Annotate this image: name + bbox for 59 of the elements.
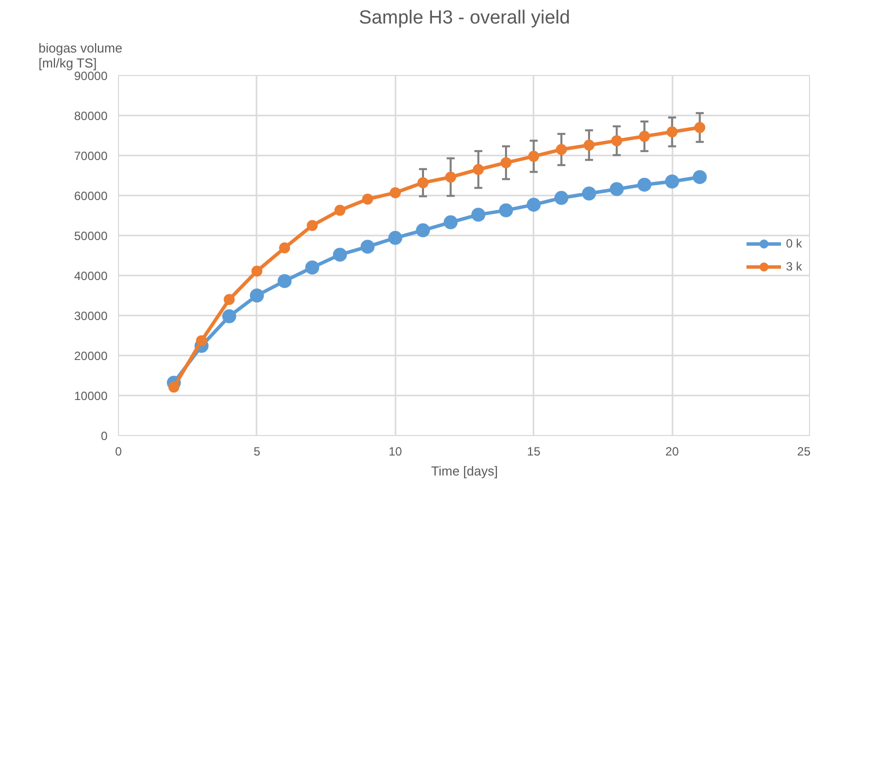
point bbox=[638, 130, 650, 142]
point bbox=[250, 288, 264, 302]
point bbox=[582, 186, 596, 200]
y-tick-label: 70000 bbox=[74, 149, 108, 163]
point bbox=[472, 164, 484, 175]
chart-title: Sample H3 - overall yield bbox=[358, 8, 570, 28]
x-tick-label: 20 bbox=[665, 444, 680, 458]
x-tick-label: 25 bbox=[797, 444, 811, 458]
point bbox=[305, 260, 320, 274]
x-axis-title: Time [days] bbox=[431, 464, 498, 478]
point bbox=[251, 266, 262, 277]
legend-label: 3 k bbox=[786, 260, 804, 274]
x-tick-label: 15 bbox=[527, 444, 541, 458]
point bbox=[416, 223, 430, 238]
point bbox=[637, 178, 652, 192]
y-tick-label: 40000 bbox=[74, 269, 108, 283]
y-tick-label: 90000 bbox=[74, 69, 108, 83]
point bbox=[334, 204, 346, 216]
point bbox=[444, 215, 458, 230]
x-tick-label: 5 bbox=[254, 444, 261, 458]
point bbox=[665, 174, 680, 188]
point bbox=[390, 187, 401, 198]
legend-label: 0 k bbox=[786, 236, 804, 250]
point bbox=[666, 126, 678, 138]
point bbox=[332, 248, 347, 262]
point bbox=[499, 203, 514, 218]
point bbox=[584, 140, 595, 151]
point bbox=[222, 309, 236, 324]
y-tick-label: 30000 bbox=[74, 309, 108, 323]
point bbox=[611, 135, 622, 146]
point bbox=[360, 240, 375, 254]
point bbox=[526, 198, 541, 212]
y-tick-label: 0 bbox=[100, 429, 108, 443]
point bbox=[500, 157, 512, 168]
y-tick-label: 80000 bbox=[74, 109, 108, 123]
point bbox=[417, 177, 428, 188]
point bbox=[445, 172, 456, 183]
point bbox=[306, 220, 318, 231]
point bbox=[556, 144, 567, 155]
point bbox=[692, 170, 707, 184]
point bbox=[224, 294, 235, 305]
point bbox=[471, 208, 486, 222]
x-tick-label: 10 bbox=[388, 444, 402, 458]
y-tick-label: 20000 bbox=[74, 349, 108, 363]
point bbox=[168, 382, 180, 393]
y-axis-title: biogas volume [ml/kg TS] bbox=[38, 40, 122, 70]
point bbox=[279, 242, 290, 254]
point bbox=[278, 274, 292, 288]
point bbox=[362, 194, 374, 205]
point bbox=[388, 230, 402, 245]
point bbox=[610, 182, 624, 196]
y-tick-label: 50000 bbox=[74, 229, 108, 243]
y-tick-label: 60000 bbox=[74, 189, 108, 203]
y-tick-label: 10000 bbox=[74, 389, 108, 403]
x-tick-label: 0 bbox=[115, 444, 122, 458]
point bbox=[694, 122, 706, 133]
point bbox=[554, 190, 568, 205]
point bbox=[196, 335, 208, 346]
point bbox=[528, 150, 540, 162]
